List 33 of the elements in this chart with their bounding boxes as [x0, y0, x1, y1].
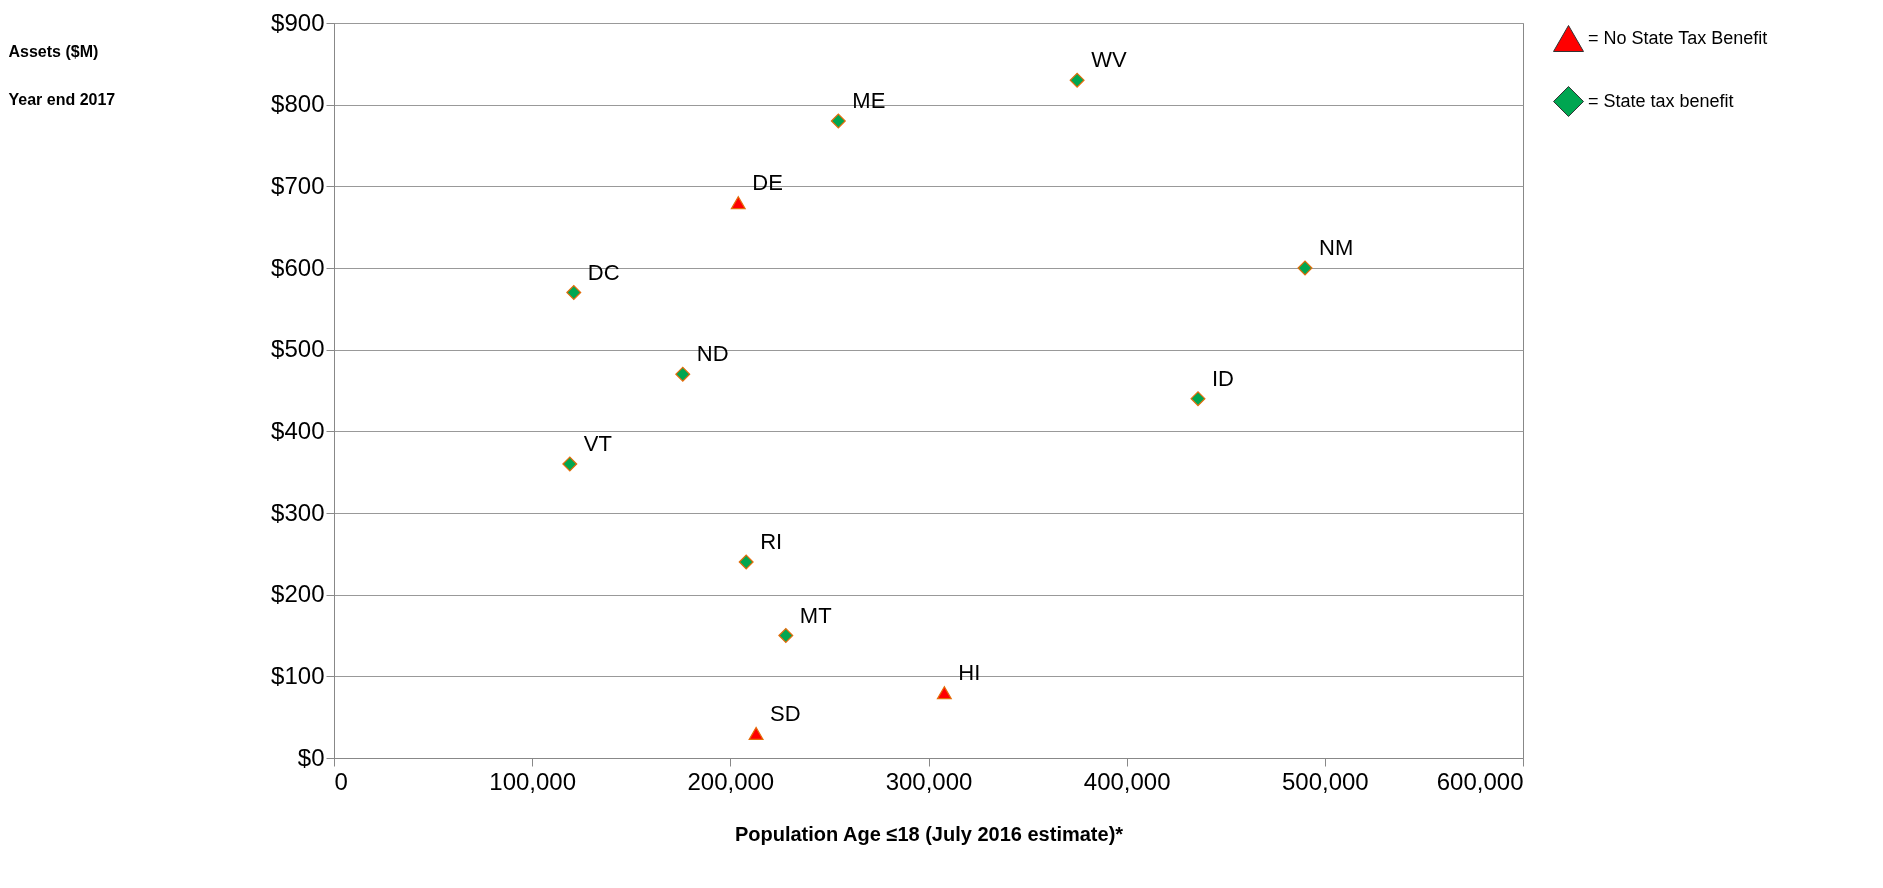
y-tick-label: $400	[271, 416, 325, 444]
y-tick-label: $0	[297, 743, 325, 771]
annotation: RI	[760, 529, 783, 554]
y-tick-label: $300	[271, 498, 325, 526]
y-tick-label: $900	[271, 8, 325, 36]
annotation: DE	[752, 169, 783, 195]
annotation: VT	[583, 431, 612, 456]
annotation: HI	[958, 659, 981, 685]
x-tick-label: 100,000	[489, 767, 577, 795]
y-tick-label: $800	[271, 90, 325, 118]
annotation: ND	[696, 341, 729, 367]
y-tick-label: $200	[271, 580, 325, 608]
x-tick-label: 600,000	[1436, 767, 1524, 795]
x-tick-label: 500,000	[1281, 767, 1369, 795]
legend-label: = State tax benefit	[1588, 90, 1734, 111]
annotation: MT	[799, 602, 832, 628]
x-axis-title: Population Age ≤18 (July 2016 estimate)*	[734, 822, 1124, 845]
y-tick-label: $700	[271, 171, 325, 199]
annotation: SD	[770, 700, 801, 726]
y-tick-label: $500	[271, 335, 325, 363]
annotation: DC	[587, 259, 620, 285]
annotation: NM	[1319, 235, 1354, 260]
annotation: WV	[1091, 47, 1127, 73]
x-tick-label: 0	[334, 767, 348, 795]
annotation: ME	[852, 88, 886, 113]
x-tick-label: 200,000	[687, 767, 775, 795]
legend-label: = No State Tax Benefit	[1588, 27, 1768, 48]
annotation: ID	[1212, 365, 1235, 391]
text: Assets ($M) Year end 2017	[8, 42, 116, 108]
x-tick-label: 400,000	[1083, 767, 1171, 795]
y-tick-label: $600	[271, 253, 325, 281]
x-tick-label: 300,000	[885, 767, 973, 795]
y-tick-label: $100	[271, 661, 325, 689]
